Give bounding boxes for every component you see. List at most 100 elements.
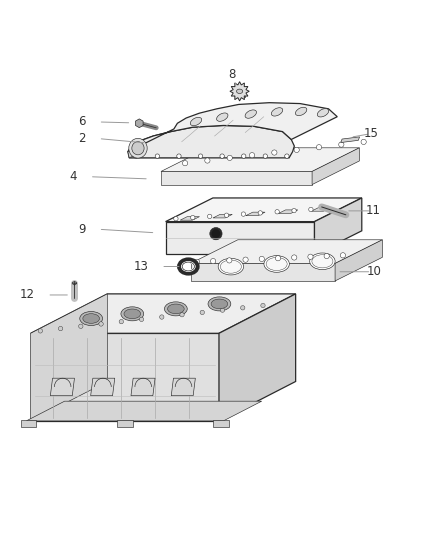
Circle shape: [316, 144, 321, 150]
Polygon shape: [314, 198, 362, 254]
Polygon shape: [219, 294, 296, 421]
Ellipse shape: [212, 229, 220, 238]
Ellipse shape: [220, 260, 241, 273]
Ellipse shape: [72, 282, 77, 285]
Circle shape: [205, 158, 210, 163]
Ellipse shape: [167, 304, 184, 314]
Circle shape: [263, 154, 268, 158]
Text: 9: 9: [78, 223, 85, 236]
Text: 2: 2: [78, 132, 85, 145]
Polygon shape: [129, 149, 307, 158]
Circle shape: [183, 160, 188, 166]
Text: 8: 8: [228, 68, 236, 81]
Polygon shape: [131, 378, 155, 395]
Circle shape: [155, 154, 159, 158]
Circle shape: [241, 212, 246, 216]
Polygon shape: [171, 378, 195, 395]
Polygon shape: [166, 222, 314, 254]
Circle shape: [119, 319, 124, 324]
Polygon shape: [180, 216, 199, 220]
Circle shape: [174, 216, 178, 221]
Polygon shape: [213, 420, 229, 426]
Circle shape: [339, 142, 344, 147]
Polygon shape: [50, 378, 74, 395]
Ellipse shape: [129, 139, 147, 158]
Circle shape: [227, 258, 232, 263]
Circle shape: [292, 208, 296, 213]
Circle shape: [211, 259, 216, 264]
Polygon shape: [26, 401, 262, 421]
Polygon shape: [161, 172, 312, 184]
Circle shape: [159, 315, 164, 319]
Polygon shape: [135, 119, 143, 128]
Ellipse shape: [83, 314, 99, 324]
Ellipse shape: [245, 110, 256, 118]
Circle shape: [294, 147, 299, 152]
Text: 6: 6: [78, 116, 85, 128]
Ellipse shape: [310, 253, 335, 270]
Text: 4: 4: [69, 170, 77, 183]
Circle shape: [177, 154, 181, 158]
Circle shape: [308, 254, 313, 260]
Ellipse shape: [266, 257, 287, 271]
Polygon shape: [191, 263, 335, 281]
Ellipse shape: [80, 311, 102, 326]
Ellipse shape: [121, 307, 144, 321]
Circle shape: [240, 305, 245, 310]
Polygon shape: [312, 148, 359, 184]
Circle shape: [220, 154, 224, 158]
Ellipse shape: [124, 309, 141, 319]
Circle shape: [194, 259, 199, 264]
Circle shape: [220, 308, 225, 312]
Circle shape: [272, 150, 277, 155]
Circle shape: [224, 213, 229, 217]
Polygon shape: [161, 148, 359, 172]
Circle shape: [134, 154, 138, 158]
Circle shape: [309, 207, 313, 212]
Polygon shape: [128, 145, 143, 158]
Circle shape: [139, 317, 144, 321]
Polygon shape: [213, 214, 232, 218]
Text: 10: 10: [366, 265, 381, 278]
Polygon shape: [311, 208, 331, 211]
Polygon shape: [31, 294, 107, 421]
Polygon shape: [166, 198, 362, 222]
Polygon shape: [191, 240, 382, 263]
Circle shape: [241, 154, 246, 158]
Circle shape: [292, 255, 297, 260]
Ellipse shape: [312, 255, 333, 268]
Circle shape: [275, 209, 279, 214]
Circle shape: [243, 257, 248, 262]
Ellipse shape: [237, 89, 243, 93]
Text: 11: 11: [366, 204, 381, 217]
Text: 13: 13: [134, 260, 149, 273]
Polygon shape: [335, 240, 382, 281]
Polygon shape: [117, 420, 133, 426]
Ellipse shape: [191, 117, 201, 126]
Ellipse shape: [218, 259, 244, 275]
Text: 12: 12: [20, 288, 35, 302]
Circle shape: [227, 155, 232, 160]
Circle shape: [200, 310, 205, 314]
Circle shape: [261, 303, 265, 308]
Ellipse shape: [132, 142, 144, 155]
Polygon shape: [279, 210, 298, 213]
Text: 15: 15: [364, 127, 379, 140]
Circle shape: [285, 154, 289, 158]
Circle shape: [208, 214, 212, 219]
Polygon shape: [31, 333, 219, 421]
Ellipse shape: [211, 299, 228, 309]
Circle shape: [58, 326, 63, 331]
Circle shape: [258, 211, 262, 215]
Circle shape: [180, 312, 184, 317]
Ellipse shape: [264, 256, 290, 272]
Ellipse shape: [164, 302, 187, 316]
Ellipse shape: [272, 108, 283, 116]
Circle shape: [340, 253, 346, 258]
Circle shape: [198, 154, 203, 158]
Ellipse shape: [208, 297, 231, 311]
Ellipse shape: [296, 107, 307, 116]
Circle shape: [191, 215, 195, 220]
Ellipse shape: [210, 228, 222, 240]
Polygon shape: [230, 82, 249, 101]
